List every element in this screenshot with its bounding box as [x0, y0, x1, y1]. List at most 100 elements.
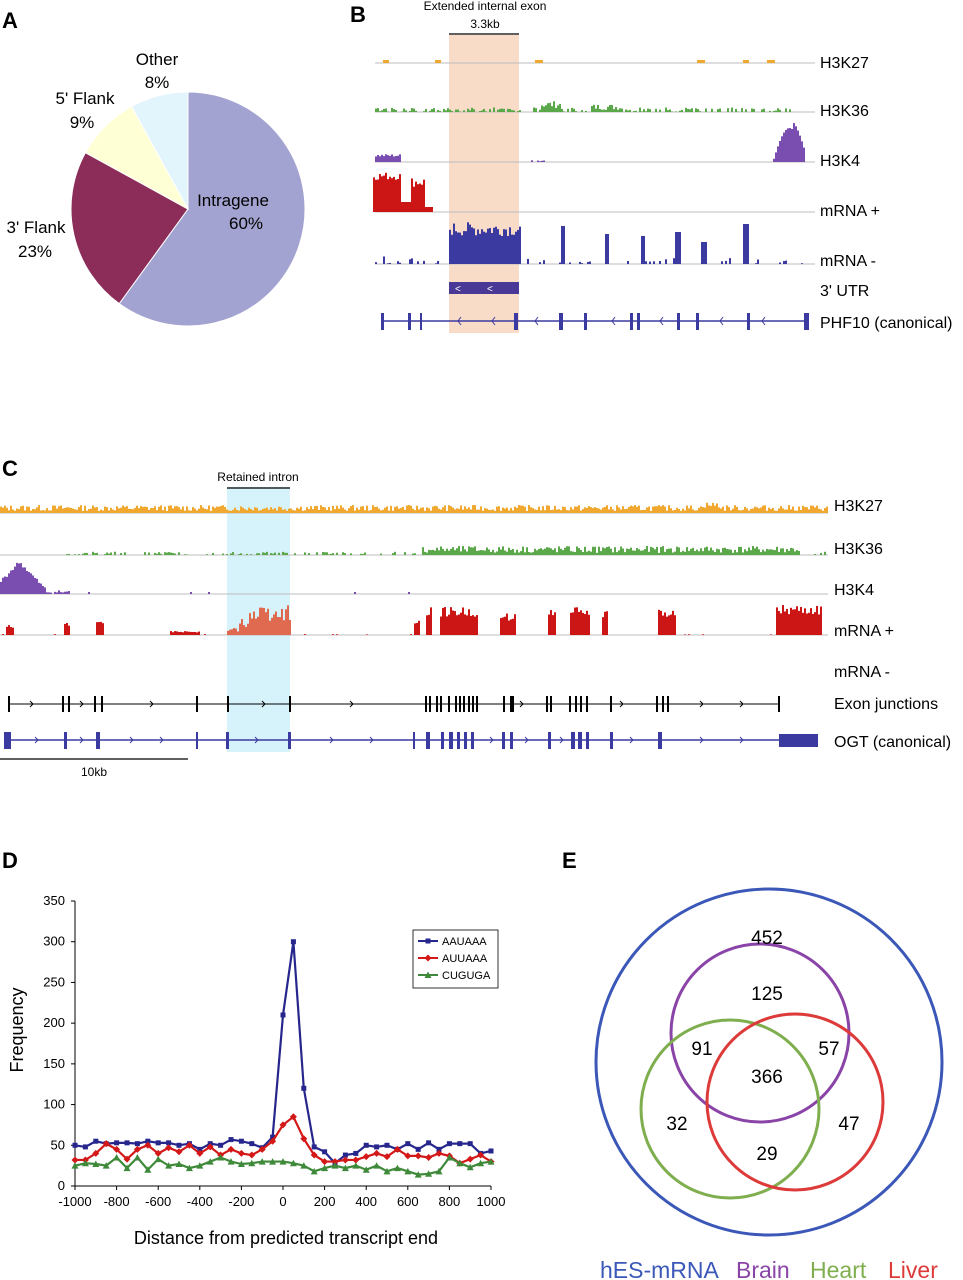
c-h3k36-bar-372 [784, 552, 786, 555]
b-h3k27-bar-199 [773, 60, 775, 63]
c-mplus-bar-215 [430, 607, 432, 635]
c-h3k36-bar-279 [598, 546, 600, 555]
c-exon-10 [457, 732, 460, 749]
c-h3k27-bar-283 [566, 510, 568, 513]
c-mplus-bar-90 [180, 631, 182, 635]
c-h3k27-bar-87 [174, 506, 176, 513]
c-h3k27-bar-327 [654, 506, 656, 513]
data-point-aauaaa [238, 1138, 244, 1144]
b-mrna-plus-bar-27 [427, 207, 429, 212]
c-h3k27-bar-371 [742, 509, 744, 513]
c-mplus-bar-96 [192, 632, 194, 635]
c-h3k27-bar-19 [38, 505, 40, 513]
c-retained-bar-18 [263, 607, 265, 635]
b-mrna-plus-bar-9 [391, 178, 393, 212]
c-h3k27-bar-353 [706, 502, 708, 513]
c-h3k27-bar-296 [592, 508, 594, 513]
c-h3k36-bar-352 [744, 549, 746, 555]
c-h3k27-bar-218 [436, 506, 438, 513]
b-h3k36-bar-68 [511, 110, 513, 112]
b-h3k27-bar-83 [541, 60, 543, 63]
c-h3k27-bar-293 [586, 507, 588, 513]
c-h3k36-bar-326 [692, 547, 694, 555]
c-h3k27-bar-31 [62, 508, 64, 513]
c-h3k4-bar-10 [20, 563, 22, 594]
c-h3k27-bar-229 [458, 508, 460, 513]
c-junction-arrow-1 [79, 700, 84, 708]
c-h3k27-bar-16 [32, 509, 34, 513]
b-h3k4-bar-78 [531, 160, 533, 162]
c-retained-bar-8 [243, 625, 245, 635]
c-h3k27-bar-274 [548, 505, 550, 513]
c-mplus-bar-277 [554, 612, 556, 635]
c-h3k27-bar-128 [256, 507, 258, 513]
data-point-auuaaa [144, 1141, 152, 1149]
c-mplus-bar-275 [550, 610, 552, 635]
c-h3k27-bar-150 [300, 506, 302, 513]
data-point-cuguga [113, 1154, 121, 1161]
c-h3k36-bar-113 [266, 551, 268, 555]
b-mrna-minus-bar-185 [745, 224, 747, 264]
y-tick-label: 100 [43, 1097, 65, 1112]
c-mplus-bar-89 [178, 631, 180, 635]
c-h3k27-bar-208 [416, 505, 418, 513]
c-h3k27-bar-179 [358, 509, 360, 513]
c-h3k27-bar-161 [322, 506, 324, 513]
data-point-cuguga [196, 1162, 204, 1169]
c-mplus-bar-330 [660, 610, 662, 635]
c-h3k27-bar-64 [128, 508, 130, 513]
c-h3k27-bar-210 [420, 507, 422, 513]
c-retained-bar-3 [233, 628, 235, 635]
c-h3k27-bar-217 [434, 505, 436, 513]
c-h3k36-bar-234 [508, 547, 510, 555]
c-mplus-bar-406 [812, 613, 814, 635]
data-point-auuaaa [113, 1145, 121, 1153]
c-exon-5 [288, 732, 291, 749]
c-h3k27-bar-129 [258, 510, 260, 513]
data-point-aauaaa [436, 1146, 442, 1152]
b-h3k4-bar-3 [381, 154, 383, 162]
c-h3k27-bar-4 [8, 510, 10, 513]
b-h3k27-bar-164 [703, 60, 705, 63]
b-track-label-mrna-minus: mRNA - [820, 253, 876, 270]
c-h3k4-bar-17 [34, 577, 36, 594]
c-junction-exon-8 [425, 696, 427, 712]
c-h3k27-bar-330 [660, 506, 662, 513]
b-h3k36-bar-53 [481, 110, 483, 112]
c-h3k4-track [0, 562, 410, 594]
c-h3k27-bar-52 [104, 506, 106, 513]
c-mplus-bar-228 [456, 615, 458, 635]
b-h3k36-bar-72 [519, 110, 521, 112]
c-h3k36-bar-376 [792, 548, 794, 555]
b-3utr-arrow-2: < [487, 284, 493, 295]
b-h3k36-bar-129 [633, 111, 635, 112]
c-h3k36-bar-196 [432, 549, 434, 555]
b-h3k4-track [375, 123, 805, 162]
c-mplus-bar-168 [336, 634, 338, 635]
b-mrna-minus-bar-11 [397, 261, 399, 264]
c-h3k36-bar-17 [74, 554, 76, 555]
b-h3k4-bar-206 [787, 128, 789, 162]
c-h3k36-bar-298 [636, 548, 638, 555]
c-h3k27-bar-357 [714, 505, 716, 513]
b-exon-2 [420, 313, 422, 330]
c-exon-junctions-track [8, 696, 780, 712]
c-h3k36-bar-219 [478, 550, 480, 555]
data-point-aauaaa [155, 1140, 161, 1146]
data-point-cuguga [258, 1158, 266, 1165]
c-h3k27-bar-63 [126, 506, 128, 513]
c-mplus-bar-334 [668, 615, 670, 635]
data-point-cuguga [373, 1162, 381, 1169]
b-mrna-minus-bar-204 [783, 261, 785, 264]
data-point-cuguga [175, 1160, 183, 1168]
legend-marker-aauaaa [425, 938, 431, 944]
c-mplus-bar-225 [450, 607, 452, 635]
c-mplus-bar-408 [816, 605, 818, 635]
c-h3k36-bar-330 [700, 548, 702, 555]
c-h3k27-bar-333 [666, 510, 668, 513]
c-junction-arrow-0 [29, 700, 34, 708]
b-h3k27-bar-30 [435, 60, 437, 63]
c-h3k36-bar-377 [794, 551, 796, 555]
b-mrna-plus-bar-4 [381, 176, 383, 212]
panel-c-label: C [2, 456, 18, 481]
